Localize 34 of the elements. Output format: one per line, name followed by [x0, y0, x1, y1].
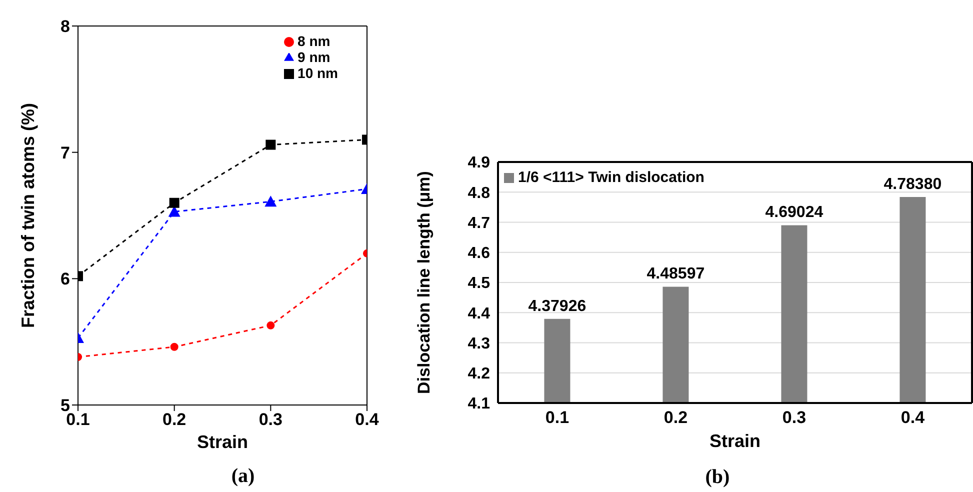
- y-axis-title: Fraction of twin atoms (%): [18, 102, 38, 328]
- text: (b): [704, 466, 731, 489]
- y-tick-label: 6: [60, 270, 70, 289]
- y-tick-label: 4.2: [468, 366, 490, 383]
- x-tick-label: 0.3: [258, 410, 282, 430]
- legend-label: 8 nm: [298, 33, 330, 49]
- y-tick-label: 4.7: [468, 214, 490, 232]
- x-axis-title: Strain: [196, 432, 248, 452]
- data-label: 4.69024: [765, 204, 824, 222]
- text: (a): [230, 465, 256, 488]
- y-tick-label: 4.4: [468, 305, 490, 322]
- y-tick-label: 4.9: [468, 154, 490, 172]
- legend-label: 9 nm: [298, 49, 330, 65]
- y-axis-title: Dislocation line length (μm): [414, 171, 434, 394]
- y-tick-label: 4.5: [468, 275, 490, 292]
- x-tick-label: 0.3: [782, 408, 806, 428]
- y-tick-label: 7: [60, 143, 70, 162]
- y-tick-label: 4.6: [468, 245, 490, 262]
- data-label: 4.78380: [884, 176, 942, 194]
- x-tick-label: 0.4: [900, 408, 926, 428]
- x-tick-label: 0.2: [664, 408, 688, 428]
- data-label: 4.37926: [528, 298, 586, 315]
- x-tick-label: 0.1: [66, 410, 90, 430]
- y-tick-label: 4.8: [468, 184, 490, 202]
- legend-label: 1/6 <111> Twin dislocation: [518, 169, 704, 186]
- data-label: 4.48597: [646, 266, 705, 283]
- legend-label: 10 nm: [298, 65, 338, 81]
- y-tick-label: 4.1: [468, 396, 490, 413]
- x-tick-label: 0.2: [162, 410, 186, 430]
- y-tick-label: 4.3: [468, 335, 490, 352]
- x-tick-label: 0.4: [355, 410, 380, 430]
- x-tick-label: 0.1: [545, 408, 570, 428]
- y-tick-label: 8: [60, 17, 70, 36]
- x-axis-title: Strain: [709, 431, 761, 451]
